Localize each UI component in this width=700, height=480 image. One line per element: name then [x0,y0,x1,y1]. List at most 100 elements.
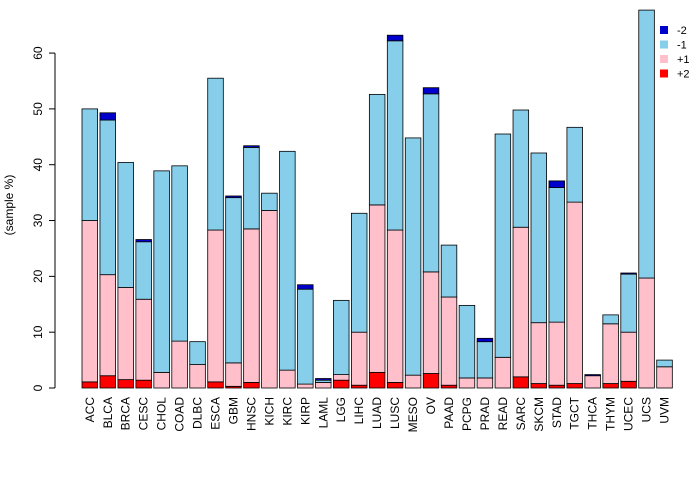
bar-segment-kirc-plus1 [279,369,296,389]
bar-segment-blca-plus1 [99,274,116,377]
bar-segment-ucec-plus1 [620,331,637,382]
y-tick-label: 30 [31,214,45,228]
bar-lusc [386,34,404,389]
bar-segment-thca-plus1 [584,375,601,389]
bar-segment-kich-plus1 [261,210,278,389]
bar-segment-luad-minus1 [368,93,386,206]
bar-segment-gbm-minus2 [225,195,242,199]
x-tick-label-kirc: KIRC [280,397,294,426]
y-axis: 0 10 20 30 40 50 60 [31,46,56,391]
legend-swatch [660,26,668,34]
bar-segment-uvm-minus1 [656,359,673,368]
x-tick-label-kirp: KIRP [298,397,312,425]
bar-ov [422,87,440,389]
x-tick-label-thca: THCA [586,397,600,430]
bar-read [494,133,512,389]
bar-segment-uvm-plus1 [656,366,673,389]
x-tick-label-prad: PRAD [478,397,492,431]
bars [81,9,673,389]
legend: -2 -1 +1 +2 [660,25,690,81]
bar-segment-tgct-minus1 [566,126,583,203]
x-tick-label-ucs: UCS [640,397,654,422]
bar-segment-meso-minus1 [404,137,422,376]
bar-segment-kirp-plus1 [297,383,314,389]
bar-pcpg [458,304,476,389]
bar-segment-hnsc-plus1 [243,228,260,383]
bar-segment-ucs-plus1 [638,277,655,389]
bar-tgct [566,126,583,389]
bar-segment-lgg-minus1 [333,299,350,376]
bar-kich [261,192,278,389]
bar-segment-brca-plus1 [117,287,134,381]
x-axis-tick-labels: ACC BLCA BRCA CESC CHOL COAD DLBC ESCA GBM HNSC KI… [83,396,672,432]
bar-segment-tgct-plus1 [566,201,583,384]
bar-segment-chol-minus1 [153,170,170,373]
bar-segment-dlbc-plus1 [189,364,206,389]
y-tick-label: 60 [31,46,45,60]
bar-segment-lusc-minus1 [386,40,404,231]
bar-cesc [135,239,152,389]
bar-segment-acc-minus1 [81,108,99,221]
x-tick-label-acc: ACC [83,397,97,423]
bar-segment-gbm-minus1 [225,197,242,364]
bar-segment-skcm-plus1 [530,322,548,384]
bar-segment-hnsc-plus2 [243,382,260,389]
bar-segment-coad-plus1 [171,340,188,389]
x-tick-label-lgg: LGG [334,397,348,422]
bar-segment-pcpg-minus1 [458,304,476,379]
bar-segment-blca-plus2 [99,375,116,389]
bar-segment-lusc-minus2 [386,34,404,42]
bar-segment-laml-minus2 [315,378,332,381]
bar-segment-sarc-plus2 [512,376,530,389]
bar-segment-skcm-minus1 [530,152,548,324]
bar-laml [315,378,332,389]
bar-segment-ov-plus2 [422,373,440,389]
bar-segment-laml-plus1 [315,382,332,389]
x-tick-label-cesc: CESC [137,397,151,431]
bar-segment-brca-plus2 [117,379,134,389]
bar-segment-lgg-plus1 [333,374,350,381]
bar-segment-cesc-minus2 [135,239,152,243]
bar-segment-lusc-plus2 [386,382,404,389]
bar-segment-acc-plus2 [81,381,99,389]
x-tick-label-brca: BRCA [119,397,133,430]
bar-segment-luad-plus1 [368,204,386,373]
bar-brca [117,162,134,389]
bar-segment-esca-minus1 [207,77,224,231]
bar-segment-cesc-minus1 [135,241,152,300]
x-tick-label-chol: CHOL [155,397,169,431]
bar-lihc [350,212,368,389]
x-tick-label-sarc: SARC [514,397,528,431]
bar-segment-ov-minus2 [422,87,440,95]
bar-segment-blca-minus2 [99,112,116,121]
bar-segment-cesc-plus2 [135,379,152,389]
x-tick-label-meso: MESO [406,397,420,432]
bar-segment-cesc-plus1 [135,298,152,381]
x-tick-label-tgct: TGCT [568,396,582,429]
bar-segment-thym-plus1 [602,323,619,384]
bar-segment-prad-plus1 [476,377,494,389]
bar-ucs [638,9,655,389]
x-tick-label-read: READ [496,397,510,431]
bar-segment-hnsc-minus1 [243,147,260,230]
bar-skcm [530,152,548,389]
x-tick-label-lihc: LIHC [352,397,366,425]
bar-segment-ucec-minus1 [620,273,637,333]
bar-segment-lihc-plus1 [350,331,368,386]
bar-segment-brca-minus1 [117,162,134,288]
x-tick-label-uvm: UVM [658,397,672,424]
bar-ucec [620,272,637,389]
legend-swatch [660,55,668,63]
bar-segment-thym-plus2 [602,383,619,389]
bar-segment-ov-plus1 [422,271,440,374]
bar-segment-esca-plus1 [207,229,224,383]
bar-uvm [656,359,673,389]
bar-segment-stad-minus2 [548,180,565,189]
x-tick-label-coad: COAD [173,397,187,432]
bar-segment-kirp-minus1 [297,288,314,385]
bar-segment-dlbc-minus1 [189,341,206,365]
x-tick-label-hnsc: HNSC [244,397,258,431]
y-tick-label: 40 [31,158,45,172]
x-tick-label-dlbc: DLBC [191,397,205,429]
bar-segment-lihc-plus2 [350,384,368,389]
